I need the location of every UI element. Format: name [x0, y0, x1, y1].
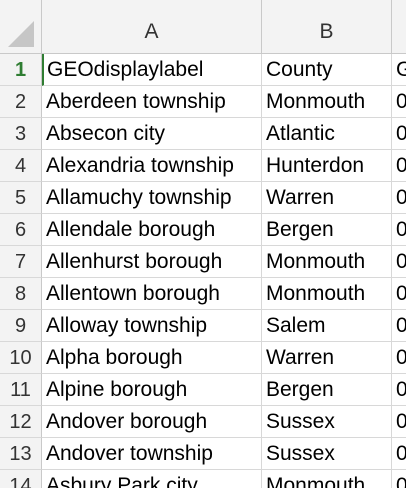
cell-b[interactable]: Bergen	[262, 214, 392, 246]
table-row: 4 Alexandria township Hunterdon 0	[0, 150, 406, 182]
cell-c1[interactable]: G	[392, 54, 406, 86]
select-all-triangle-icon	[8, 21, 34, 47]
table-row: 10 Alpha borough Warren 0	[0, 342, 406, 374]
cell-a[interactable]: Absecon city	[42, 118, 262, 150]
cell-a1[interactable]: GEOdisplaylabel	[42, 54, 262, 86]
cell-a[interactable]: Allamuchy township	[42, 182, 262, 214]
cell-b[interactable]: Monmouth	[262, 246, 392, 278]
cell-a[interactable]: Allendale borough	[42, 214, 262, 246]
cell-c[interactable]: 0	[392, 150, 406, 182]
cell-c[interactable]: 0	[392, 182, 406, 214]
cell-b[interactable]: Bergen	[262, 374, 392, 406]
row-header[interactable]: 6	[0, 214, 42, 246]
cell-c[interactable]: 0	[392, 470, 406, 488]
cell-a[interactable]: Alpine borough	[42, 374, 262, 406]
row-header[interactable]: 11	[0, 374, 42, 406]
cell-a[interactable]: Allentown borough	[42, 278, 262, 310]
row-header[interactable]: 14	[0, 470, 42, 488]
cell-b[interactable]: Atlantic	[262, 118, 392, 150]
table-row: 11 Alpine borough Bergen 0	[0, 374, 406, 406]
table-row: 6 Allendale borough Bergen 0	[0, 214, 406, 246]
row-header[interactable]: 7	[0, 246, 42, 278]
cell-b[interactable]: Hunterdon	[262, 150, 392, 182]
column-header-c[interactable]	[392, 0, 406, 53]
cell-c[interactable]: 0	[392, 374, 406, 406]
cell-c[interactable]: 0	[392, 214, 406, 246]
cell-b[interactable]: Monmouth	[262, 470, 392, 488]
cell-b[interactable]: Sussex	[262, 438, 392, 470]
column-header-b[interactable]: B	[262, 0, 392, 53]
table-row: 5 Allamuchy township Warren 0	[0, 182, 406, 214]
table-row: 12 Andover borough Sussex 0	[0, 406, 406, 438]
row-header[interactable]: 2	[0, 86, 42, 118]
cell-c[interactable]: 0	[392, 310, 406, 342]
table-row: 2 Aberdeen township Monmouth 0	[0, 86, 406, 118]
cell-a[interactable]: Andover borough	[42, 406, 262, 438]
cell-b[interactable]: Warren	[262, 342, 392, 374]
cell-b[interactable]: Salem	[262, 310, 392, 342]
cell-a[interactable]: Alloway township	[42, 310, 262, 342]
table-row: 14 Asbury Park city Monmouth 0	[0, 470, 406, 488]
row-header[interactable]: 4	[0, 150, 42, 182]
column-header-row: A B	[0, 0, 406, 54]
cell-c[interactable]: 0	[392, 118, 406, 150]
row-header[interactable]: 5	[0, 182, 42, 214]
row-header[interactable]: 12	[0, 406, 42, 438]
cell-c[interactable]: 0	[392, 278, 406, 310]
cell-b[interactable]: Monmouth	[262, 86, 392, 118]
row-header[interactable]: 8	[0, 278, 42, 310]
cell-c[interactable]: 0	[392, 406, 406, 438]
table-row: 9 Alloway township Salem 0	[0, 310, 406, 342]
row-header[interactable]: 3	[0, 118, 42, 150]
cell-b[interactable]: Warren	[262, 182, 392, 214]
cell-a[interactable]: Aberdeen township	[42, 86, 262, 118]
cell-a[interactable]: Asbury Park city	[42, 470, 262, 488]
cell-a[interactable]: Allenhurst borough	[42, 246, 262, 278]
table-row: 7 Allenhurst borough Monmouth 0	[0, 246, 406, 278]
cell-b[interactable]: Monmouth	[262, 278, 392, 310]
table-row: 8 Allentown borough Monmouth 0	[0, 278, 406, 310]
table-row: 3 Absecon city Atlantic 0	[0, 118, 406, 150]
row-header[interactable]: 13	[0, 438, 42, 470]
cell-a[interactable]: Alexandria township	[42, 150, 262, 182]
table-row: 1 GEOdisplaylabel County G	[0, 54, 406, 86]
cell-a[interactable]: Alpha borough	[42, 342, 262, 374]
row-header[interactable]: 9	[0, 310, 42, 342]
cell-b[interactable]: Sussex	[262, 406, 392, 438]
select-all-corner[interactable]	[0, 0, 42, 53]
cell-b1[interactable]: County	[262, 54, 392, 86]
row-header[interactable]: 1	[0, 54, 42, 86]
row-header[interactable]: 10	[0, 342, 42, 374]
column-header-a[interactable]: A	[42, 0, 262, 53]
cell-c[interactable]: 0	[392, 246, 406, 278]
cell-c[interactable]: 0	[392, 86, 406, 118]
cell-c[interactable]: 0	[392, 438, 406, 470]
cell-c[interactable]: 0	[392, 342, 406, 374]
cell-a[interactable]: Andover township	[42, 438, 262, 470]
table-row: 13 Andover township Sussex 0	[0, 438, 406, 470]
